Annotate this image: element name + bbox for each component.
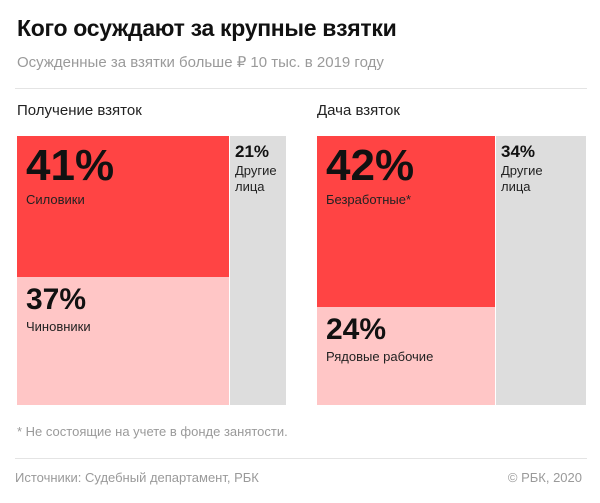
segment-second-value: 37% [26,283,87,316]
treemap-receiving: 41% Силовики 37% Чиновники 21% Другие ли… [17,136,286,405]
header-divider [15,88,587,89]
segment-other-label: Другие лица [235,163,277,194]
segment-other-value: 21% [235,142,270,161]
segment-second-value: 24% [326,313,387,346]
panel-title-giving: Дача взяток [317,102,400,119]
segment-second-label: Чиновники [26,319,91,334]
segment-main-value: 41% [26,141,115,190]
treemap-giving: 42% Безработные* 24% Рядовые рабочие 34%… [317,136,586,405]
copyright-text: © РБК, 2020 [507,470,582,485]
chart-subtitle: Осужденные за взятки больше ₽ 10 тыс. в … [17,54,384,71]
segment-other: 34% Другие лица [496,136,586,405]
chart-title: Кого осуждают за крупные взятки [17,15,397,41]
footer-divider [15,458,587,459]
footnote: * Не состоящие на учете в фонде занятост… [17,424,288,439]
segment-second-label: Рядовые рабочие [326,349,434,364]
panel-title-receiving: Получение взяток [17,102,142,119]
segment-main: 42% Безработные* [317,136,495,307]
segment-second: 24% Рядовые рабочие [317,307,495,405]
segment-other-value: 34% [501,142,536,161]
segment-main-value: 42% [326,141,415,190]
segment-main-label: Безработные* [326,192,412,207]
source-text: Источники: Судебный департамент, РБК [15,470,259,485]
segment-main: 41% Силовики [17,136,229,277]
segment-other-label: Другие лица [501,163,543,194]
segment-other: 21% Другие лица [230,136,286,405]
segment-main-label: Силовики [26,192,85,207]
segment-second: 37% Чиновники [17,277,229,405]
